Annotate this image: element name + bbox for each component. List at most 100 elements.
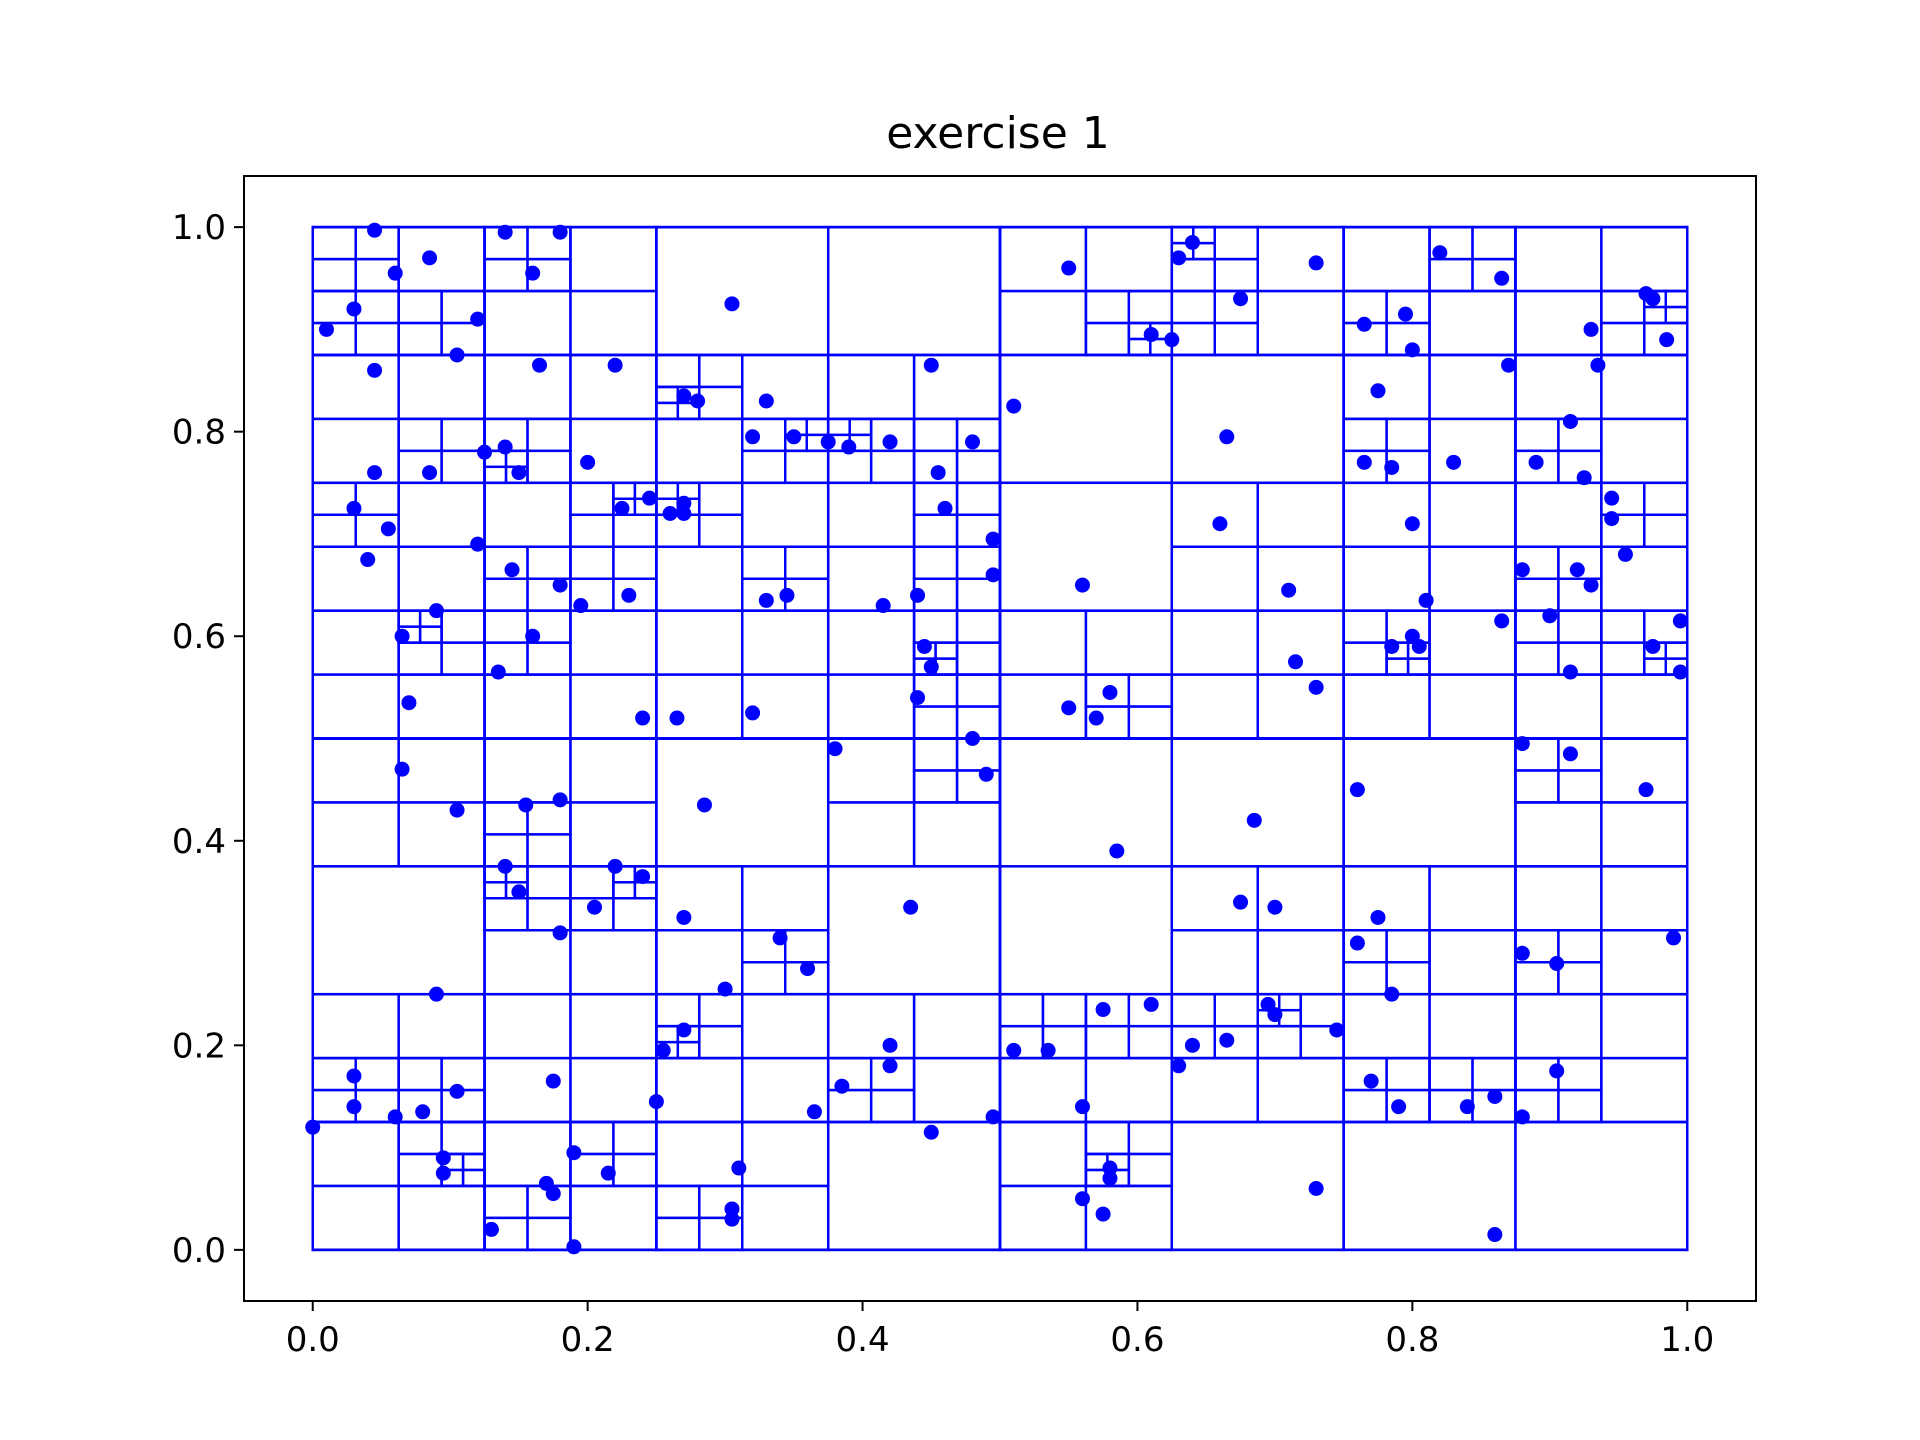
data-point: [1095, 1206, 1111, 1222]
data-point: [923, 659, 939, 675]
data-point: [1308, 1181, 1324, 1196]
data-point: [621, 587, 637, 603]
data-point: [731, 1160, 747, 1176]
data-point: [1384, 638, 1400, 654]
data-point: [1528, 454, 1544, 470]
data-point: [435, 1165, 451, 1181]
data-point: [772, 930, 788, 946]
x-axis-ticks: 0.0 0.2 0.4 0.6 0.8 1.0: [286, 1301, 1714, 1360]
data-point: [1102, 684, 1118, 700]
data-point: [1397, 306, 1413, 322]
data-point: [1349, 935, 1365, 951]
data-point: [497, 858, 513, 874]
data-point: [1418, 592, 1434, 608]
data-point: [1074, 1191, 1090, 1207]
data-point: [1514, 1109, 1530, 1125]
data-point: [1246, 812, 1262, 828]
data-point: [1171, 1058, 1187, 1074]
data-point: [387, 1109, 403, 1125]
data-point: [1363, 1073, 1379, 1089]
data-point: [607, 858, 623, 874]
data-point: [552, 925, 568, 941]
data-point: [1267, 1007, 1283, 1023]
data-point: [346, 1099, 362, 1115]
y-tick-label: 0.2: [172, 1026, 226, 1066]
data-point: [470, 311, 486, 327]
data-point: [1514, 945, 1530, 961]
data-point: [415, 1104, 431, 1120]
data-point: [511, 465, 527, 481]
data-point: [518, 797, 534, 813]
data-point: [1672, 664, 1688, 680]
data-point: [1590, 357, 1606, 373]
data-point: [923, 1124, 939, 1140]
data-point: [875, 598, 891, 614]
data-point: [655, 1042, 671, 1058]
data-point: [566, 1145, 582, 1161]
data-point: [676, 506, 692, 521]
data-point: [1040, 1042, 1056, 1058]
data-point: [490, 664, 506, 680]
data-point: [724, 1211, 740, 1227]
data-point: [1171, 250, 1187, 266]
data-point: [525, 628, 541, 644]
data-point: [676, 909, 692, 925]
data-point: [1549, 956, 1565, 971]
data-point: [1666, 930, 1682, 946]
data-point: [318, 321, 334, 337]
data-point: [669, 710, 685, 726]
data-point: [600, 1165, 616, 1181]
data-point: [1562, 413, 1578, 429]
data-point: [428, 603, 444, 619]
data-point: [985, 1109, 1001, 1125]
data-point: [916, 638, 932, 654]
data-point: [1446, 454, 1462, 470]
data-point: [497, 224, 513, 240]
data-point: [985, 531, 1001, 547]
y-tick-label: 0.4: [172, 822, 226, 862]
data-point: [587, 899, 603, 915]
data-point: [580, 454, 596, 470]
data-point: [1645, 291, 1661, 307]
data-point: [635, 869, 651, 885]
data-point: [1494, 270, 1510, 286]
data-point: [545, 1186, 561, 1202]
data-point: [1233, 894, 1249, 910]
data-point: [1061, 700, 1077, 716]
data-point: [1184, 1037, 1200, 1053]
x-tick-label: 0.2: [561, 1320, 615, 1360]
data-point: [387, 265, 403, 281]
data-point: [435, 1150, 451, 1166]
data-point: [696, 797, 712, 813]
data-point: [367, 222, 383, 238]
data-point: [1184, 234, 1200, 250]
data-point: [1102, 1170, 1118, 1186]
data-point: [1384, 986, 1400, 1002]
data-point: [497, 439, 513, 455]
data-point: [1604, 490, 1620, 506]
data-point: [1604, 511, 1620, 527]
data-point: [910, 690, 926, 706]
data-point: [1638, 782, 1654, 798]
data-point: [1583, 321, 1599, 337]
data-point: [882, 1058, 898, 1074]
data-point: [1542, 608, 1558, 624]
data-point: [552, 224, 568, 240]
y-tick-label: 0.8: [172, 413, 226, 453]
data-point: [1006, 398, 1022, 414]
data-point: [800, 961, 816, 977]
data-point: [1143, 327, 1159, 343]
data-point: [717, 981, 733, 997]
data-point: [1308, 679, 1324, 695]
data-point: [552, 792, 568, 808]
data-point: [1569, 562, 1585, 578]
data-point: [1349, 782, 1365, 798]
data-point: [1219, 1032, 1235, 1048]
data-point: [573, 598, 589, 614]
data-point: [648, 1094, 664, 1110]
data-point: [1370, 909, 1386, 925]
data-point: [1391, 1099, 1407, 1115]
data-point: [1074, 577, 1090, 593]
data-point: [1219, 429, 1235, 445]
